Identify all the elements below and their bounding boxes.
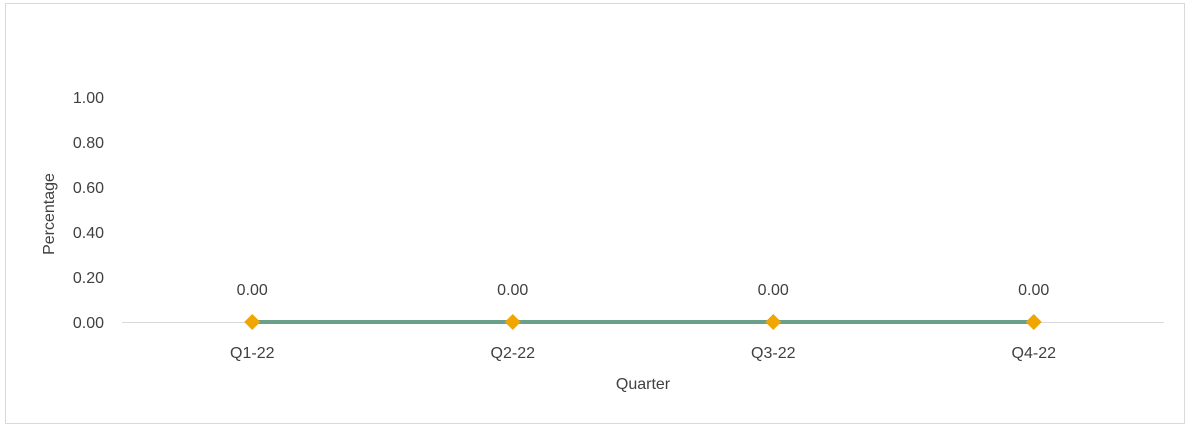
y-tick-label: 0.60 <box>73 180 104 197</box>
data-point-marker <box>765 314 782 330</box>
y-tick-label: 0.40 <box>73 225 104 242</box>
data-label: 0.00 <box>758 282 789 299</box>
y-tick-label: 0.80 <box>73 135 104 152</box>
x-axis-title: Quarter <box>616 376 671 393</box>
data-point-marker <box>504 314 521 330</box>
y-axis-title: Percentage <box>41 173 58 255</box>
data-label: 0.00 <box>1018 282 1049 299</box>
data-label: 0.00 <box>237 282 268 299</box>
x-tick-label: Q4-22 <box>1012 345 1057 362</box>
y-tick-label: 0.20 <box>73 270 104 287</box>
x-tick-label: Q3-22 <box>751 345 796 362</box>
x-axis-tick-labels: Q1-22 Q2-22 Q3-22 Q4-22 <box>230 345 1056 362</box>
x-tick-label: Q1-22 <box>230 345 275 362</box>
data-labels: 0.00 0.00 0.00 0.00 <box>237 282 1050 299</box>
y-tick-label: 1.00 <box>73 90 104 107</box>
y-tick-label: 0.00 <box>73 315 104 332</box>
y-axis-tick-labels: 0.00 0.20 0.40 0.60 0.80 1.00 <box>73 90 104 332</box>
data-label: 0.00 <box>497 282 528 299</box>
data-point-marker <box>244 314 261 330</box>
x-tick-label: Q2-22 <box>491 345 536 362</box>
chart-frame <box>5 3 1185 424</box>
series-markers <box>244 314 1042 330</box>
data-point-marker <box>1025 314 1042 330</box>
